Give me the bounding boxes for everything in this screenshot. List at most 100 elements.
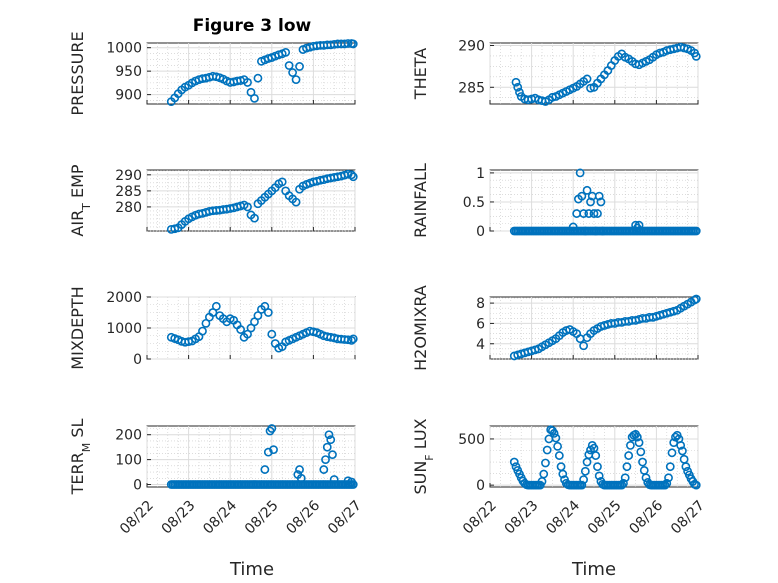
data-series bbox=[166, 39, 358, 107]
data-point bbox=[558, 469, 568, 479]
y-tick-label: 285 bbox=[458, 80, 485, 96]
grid bbox=[146, 296, 356, 360]
y-tick-label: 0 bbox=[133, 478, 142, 494]
data-point bbox=[678, 446, 687, 456]
y-axis-label: MIXDEPTH bbox=[68, 286, 87, 369]
y-tick-label: 280 bbox=[115, 200, 142, 216]
data-point bbox=[326, 435, 336, 445]
data-point bbox=[267, 424, 277, 433]
data-point bbox=[589, 209, 599, 218]
y-tick-label: 0 bbox=[476, 224, 485, 240]
data-series bbox=[166, 424, 358, 489]
data-point bbox=[598, 226, 608, 236]
data-point bbox=[551, 433, 561, 443]
data-point bbox=[582, 185, 592, 195]
data-series bbox=[166, 301, 358, 353]
data-point bbox=[554, 451, 564, 460]
data-point bbox=[594, 471, 604, 481]
y-tick-label: 1000 bbox=[106, 41, 142, 57]
data-point bbox=[515, 87, 524, 97]
data-point bbox=[617, 480, 627, 490]
y-tick-label: 1000 bbox=[106, 321, 142, 337]
data-point bbox=[295, 465, 304, 474]
data-point bbox=[667, 448, 677, 458]
data-point bbox=[691, 294, 701, 304]
data-point bbox=[568, 222, 578, 232]
x-axis-label-right: Time bbox=[571, 559, 616, 580]
y-axis-label: THETA bbox=[411, 48, 430, 100]
data-point bbox=[277, 177, 287, 187]
data-point bbox=[549, 428, 559, 438]
data-point bbox=[267, 329, 277, 339]
data-point bbox=[582, 74, 592, 84]
data-point bbox=[542, 445, 552, 455]
data-point bbox=[319, 465, 329, 474]
y-tick-label: 4 bbox=[476, 337, 485, 353]
data-point bbox=[579, 209, 588, 218]
data-point bbox=[676, 441, 686, 450]
y-tick-label: 0.5 bbox=[463, 195, 485, 211]
data-point bbox=[539, 469, 549, 479]
x-tick-label: 08/26 bbox=[626, 498, 666, 538]
data-point bbox=[620, 473, 630, 483]
data-point bbox=[664, 473, 673, 483]
data-point bbox=[291, 75, 301, 84]
data-point bbox=[594, 191, 604, 201]
data-point bbox=[343, 335, 353, 345]
grid bbox=[146, 170, 356, 232]
data-series bbox=[166, 169, 358, 234]
data-point bbox=[626, 441, 635, 450]
data-point bbox=[593, 209, 602, 218]
y-axis-label: TERRM SL bbox=[68, 419, 93, 496]
y-axis-label: RAINFALL bbox=[411, 163, 430, 238]
data-point bbox=[619, 478, 628, 488]
data-point bbox=[243, 78, 252, 87]
data-point bbox=[348, 172, 358, 182]
data-point bbox=[321, 455, 330, 465]
data-point bbox=[288, 68, 297, 77]
data-point bbox=[575, 168, 585, 178]
y-tick-label: 500 bbox=[458, 432, 485, 448]
data-point bbox=[580, 466, 590, 476]
data-point bbox=[509, 457, 519, 467]
subplot-sun-f-lux: 0 500 08/22 08/23 08/24 08/25 08/26 08/27 SUNF L… bbox=[411, 418, 708, 537]
data-point bbox=[269, 445, 278, 455]
data-point bbox=[291, 197, 301, 207]
data-point bbox=[593, 462, 602, 472]
data-point bbox=[211, 301, 221, 311]
data-point bbox=[579, 341, 588, 351]
y-tick-label: 950 bbox=[115, 64, 142, 80]
data-point bbox=[322, 442, 332, 452]
x-tick-label: 08/22 bbox=[117, 498, 157, 538]
data-point bbox=[591, 451, 601, 460]
grid bbox=[146, 43, 356, 104]
data-point bbox=[513, 82, 523, 92]
subplot-h2omixra: 4 6 8 H2OMIXRA bbox=[411, 285, 701, 371]
data-point bbox=[236, 325, 245, 334]
x-tick-label: 08/22 bbox=[460, 498, 500, 538]
x-tick-label: 08/23 bbox=[502, 498, 542, 538]
data-point bbox=[584, 209, 594, 218]
data-point bbox=[586, 83, 595, 93]
data-point bbox=[586, 197, 595, 207]
data-series bbox=[509, 294, 701, 361]
data-point bbox=[343, 39, 353, 48]
data-point bbox=[632, 432, 642, 442]
data-point bbox=[250, 213, 259, 223]
x-tick-label: 08/26 bbox=[283, 498, 323, 538]
subplot-theta: 285 290 THETA bbox=[411, 39, 701, 106]
y-tick-label: 0 bbox=[133, 352, 142, 368]
x-tick-label: 08/25 bbox=[242, 498, 282, 538]
data-series bbox=[509, 425, 701, 490]
data-series bbox=[509, 168, 701, 236]
y-axis-label: AIRT EMP bbox=[68, 164, 93, 237]
data-point bbox=[691, 51, 701, 61]
data-point bbox=[691, 226, 701, 236]
data-point bbox=[243, 202, 252, 212]
y-tick-label: 2000 bbox=[106, 290, 142, 306]
data-point bbox=[622, 462, 632, 472]
y-tick-label: 100 bbox=[115, 453, 142, 469]
data-point bbox=[348, 39, 358, 49]
